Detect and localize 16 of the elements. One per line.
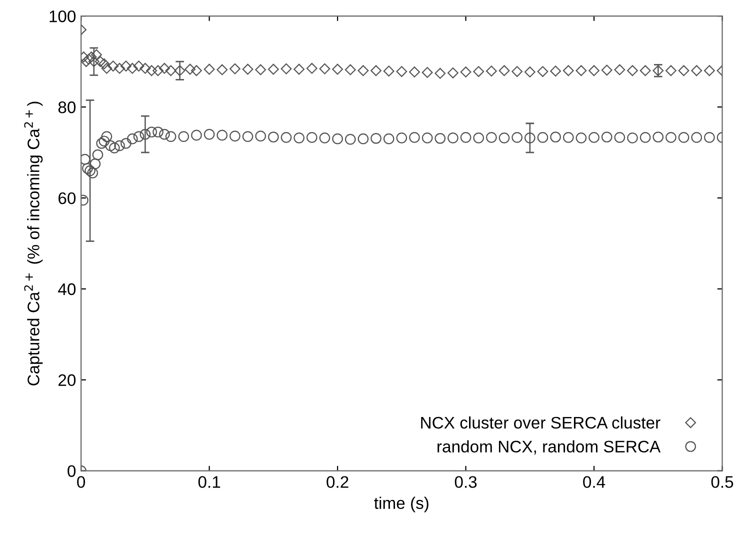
y-tick-label: 100	[50, 10, 76, 22]
x-tick-label: 0	[77, 476, 86, 488]
x-tick-label: 0.4	[583, 476, 606, 488]
y-axis-title: Captured Ca$^{2+}$ (% of incoming Ca$^{2+}$)	[24, 102, 43, 386]
x-tick-label: 0.2	[326, 476, 348, 488]
x-tick-label: 0.5	[711, 476, 734, 488]
y-tick-label: 60	[58, 192, 76, 204]
x-tick-label: 0.1	[198, 476, 220, 488]
x-axis-title: time (s)	[374, 496, 428, 512]
y-tick-label: 20	[58, 374, 76, 386]
y-tick-label: 80	[58, 101, 76, 114]
x-tick-label: 0.3	[454, 476, 477, 488]
legend-label: random NCX, random SERCA	[438, 440, 661, 454]
legend-label: NCX cluster over SERCA cluster	[421, 416, 660, 429]
y-tick-label: 40	[58, 283, 76, 296]
y-tick-label: 0	[68, 465, 76, 478]
